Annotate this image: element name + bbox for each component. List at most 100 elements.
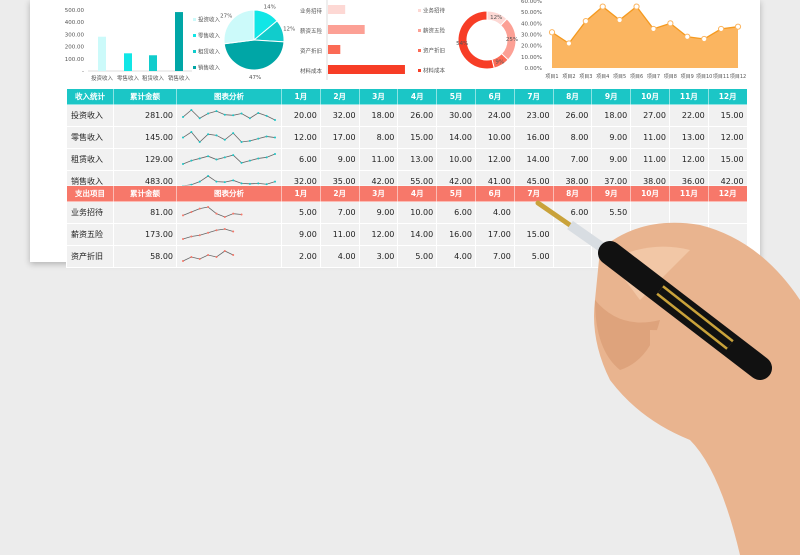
month-value-cell[interactable]: 13.00 xyxy=(668,126,709,149)
month-value-cell[interactable]: 5.50 xyxy=(591,201,632,224)
sparkline-cell[interactable] xyxy=(176,201,282,224)
month-value-cell[interactable]: 5.00 xyxy=(397,245,438,268)
month-value-cell[interactable] xyxy=(630,245,670,268)
sparkline-cell[interactable] xyxy=(176,126,282,149)
column-header[interactable]: 图表分析 xyxy=(176,88,282,105)
column-header[interactable]: 11月 xyxy=(668,185,709,202)
month-value-cell[interactable]: 7.00 xyxy=(319,201,360,224)
total-cell[interactable]: 173.00 xyxy=(113,223,177,246)
month-value-cell[interactable]: 11.00 xyxy=(630,148,670,171)
month-value-cell[interactable] xyxy=(591,223,632,246)
month-value-cell[interactable] xyxy=(668,201,709,224)
column-header[interactable]: 12月 xyxy=(707,88,748,105)
month-value-cell[interactable]: 27.00 xyxy=(630,104,670,127)
month-value-cell[interactable]: 15.00 xyxy=(513,223,554,246)
column-header[interactable]: 7月 xyxy=(513,185,554,202)
month-value-cell[interactable]: 4.00 xyxy=(474,201,515,224)
month-value-cell[interactable]: 10.00 xyxy=(436,148,476,171)
month-value-cell[interactable]: 12.00 xyxy=(281,126,321,149)
total-cell[interactable]: 281.00 xyxy=(113,104,177,127)
month-value-cell[interactable]: 12.00 xyxy=(358,223,399,246)
month-value-cell[interactable]: 30.00 xyxy=(436,104,476,127)
month-value-cell[interactable]: 26.00 xyxy=(397,104,438,127)
sparkline-cell[interactable] xyxy=(176,245,282,268)
month-value-cell[interactable]: 5.00 xyxy=(513,245,554,268)
column-header[interactable]: 6月 xyxy=(474,185,515,202)
month-value-cell[interactable]: 11.00 xyxy=(630,126,670,149)
month-value-cell[interactable]: 7.00 xyxy=(474,245,515,268)
month-value-cell[interactable]: 22.00 xyxy=(668,104,709,127)
column-header[interactable]: 累计金额 xyxy=(113,88,177,105)
month-value-cell[interactable]: 18.00 xyxy=(358,104,399,127)
month-value-cell[interactable]: 12.00 xyxy=(668,148,709,171)
month-value-cell[interactable]: 8.00 xyxy=(358,126,399,149)
month-value-cell[interactable]: 9.00 xyxy=(591,148,632,171)
column-header[interactable]: 8月 xyxy=(552,185,593,202)
month-value-cell[interactable]: 14.00 xyxy=(397,223,438,246)
total-cell[interactable]: 58.00 xyxy=(113,245,177,268)
month-value-cell[interactable]: 16.00 xyxy=(436,223,476,246)
month-value-cell[interactable] xyxy=(552,223,593,246)
month-value-cell[interactable]: 17.00 xyxy=(319,126,360,149)
month-value-cell[interactable]: 32.00 xyxy=(319,104,360,127)
column-header[interactable]: 12月 xyxy=(707,185,748,202)
row-label-cell[interactable]: 投资收入 xyxy=(66,104,114,127)
column-header[interactable]: 图表分析 xyxy=(176,185,282,202)
column-header[interactable]: 9月 xyxy=(591,88,632,105)
month-value-cell[interactable]: 6.00 xyxy=(281,148,321,171)
month-value-cell[interactable]: 10.00 xyxy=(474,126,515,149)
sparkline-cell[interactable] xyxy=(176,148,282,171)
column-header[interactable]: 1月 xyxy=(281,88,321,105)
month-value-cell[interactable]: 11.00 xyxy=(358,148,399,171)
month-value-cell[interactable]: 20.00 xyxy=(281,104,321,127)
month-value-cell[interactable]: 18.00 xyxy=(591,104,632,127)
month-value-cell[interactable]: 15.00 xyxy=(397,126,438,149)
month-value-cell[interactable]: 11.00 xyxy=(319,223,360,246)
month-value-cell[interactable]: 12.00 xyxy=(707,126,748,149)
column-header[interactable]: 10月 xyxy=(630,88,670,105)
column-header[interactable]: 收入统计 xyxy=(66,88,114,105)
month-value-cell[interactable]: 6.00 xyxy=(436,201,476,224)
month-value-cell[interactable]: 16.00 xyxy=(513,126,554,149)
month-value-cell[interactable]: 14.00 xyxy=(436,126,476,149)
month-value-cell[interactable]: 8.00 xyxy=(552,126,593,149)
column-header[interactable]: 7月 xyxy=(513,88,554,105)
total-cell[interactable]: 145.00 xyxy=(113,126,177,149)
month-value-cell[interactable] xyxy=(552,245,593,268)
month-value-cell[interactable] xyxy=(707,245,748,268)
month-value-cell[interactable]: 26.00 xyxy=(552,104,593,127)
month-value-cell[interactable]: 23.00 xyxy=(513,104,554,127)
month-value-cell[interactable]: 6.00 xyxy=(552,201,593,224)
month-value-cell[interactable]: 7.00 xyxy=(552,148,593,171)
column-header[interactable]: 支出项目 xyxy=(66,185,114,202)
column-header[interactable]: 4月 xyxy=(397,88,438,105)
column-header[interactable]: 8月 xyxy=(552,88,593,105)
month-value-cell[interactable] xyxy=(668,245,709,268)
month-value-cell[interactable]: 9.00 xyxy=(358,201,399,224)
row-label-cell[interactable]: 薪资五险 xyxy=(66,223,114,246)
month-value-cell[interactable] xyxy=(591,245,632,268)
column-header[interactable]: 5月 xyxy=(436,185,476,202)
month-value-cell[interactable]: 3.00 xyxy=(358,245,399,268)
month-value-cell[interactable]: 12.00 xyxy=(474,148,515,171)
month-value-cell[interactable] xyxy=(630,223,670,246)
column-header[interactable]: 3月 xyxy=(358,185,399,202)
month-value-cell[interactable]: 15.00 xyxy=(707,104,748,127)
column-header[interactable]: 11月 xyxy=(668,88,709,105)
column-header[interactable]: 5月 xyxy=(436,88,476,105)
month-value-cell[interactable] xyxy=(707,201,748,224)
month-value-cell[interactable]: 13.00 xyxy=(397,148,438,171)
column-header[interactable]: 2月 xyxy=(319,185,360,202)
column-header[interactable]: 1月 xyxy=(281,185,321,202)
row-label-cell[interactable]: 零售收入 xyxy=(66,126,114,149)
month-value-cell[interactable]: 9.00 xyxy=(591,126,632,149)
month-value-cell[interactable] xyxy=(630,201,670,224)
sparkline-cell[interactable] xyxy=(176,223,282,246)
month-value-cell[interactable] xyxy=(707,223,748,246)
column-header[interactable]: 9月 xyxy=(591,185,632,202)
column-header[interactable]: 3月 xyxy=(358,88,399,105)
total-cell[interactable]: 81.00 xyxy=(113,201,177,224)
month-value-cell[interactable]: 4.00 xyxy=(436,245,476,268)
column-header[interactable]: 4月 xyxy=(397,185,438,202)
month-value-cell[interactable]: 9.00 xyxy=(319,148,360,171)
